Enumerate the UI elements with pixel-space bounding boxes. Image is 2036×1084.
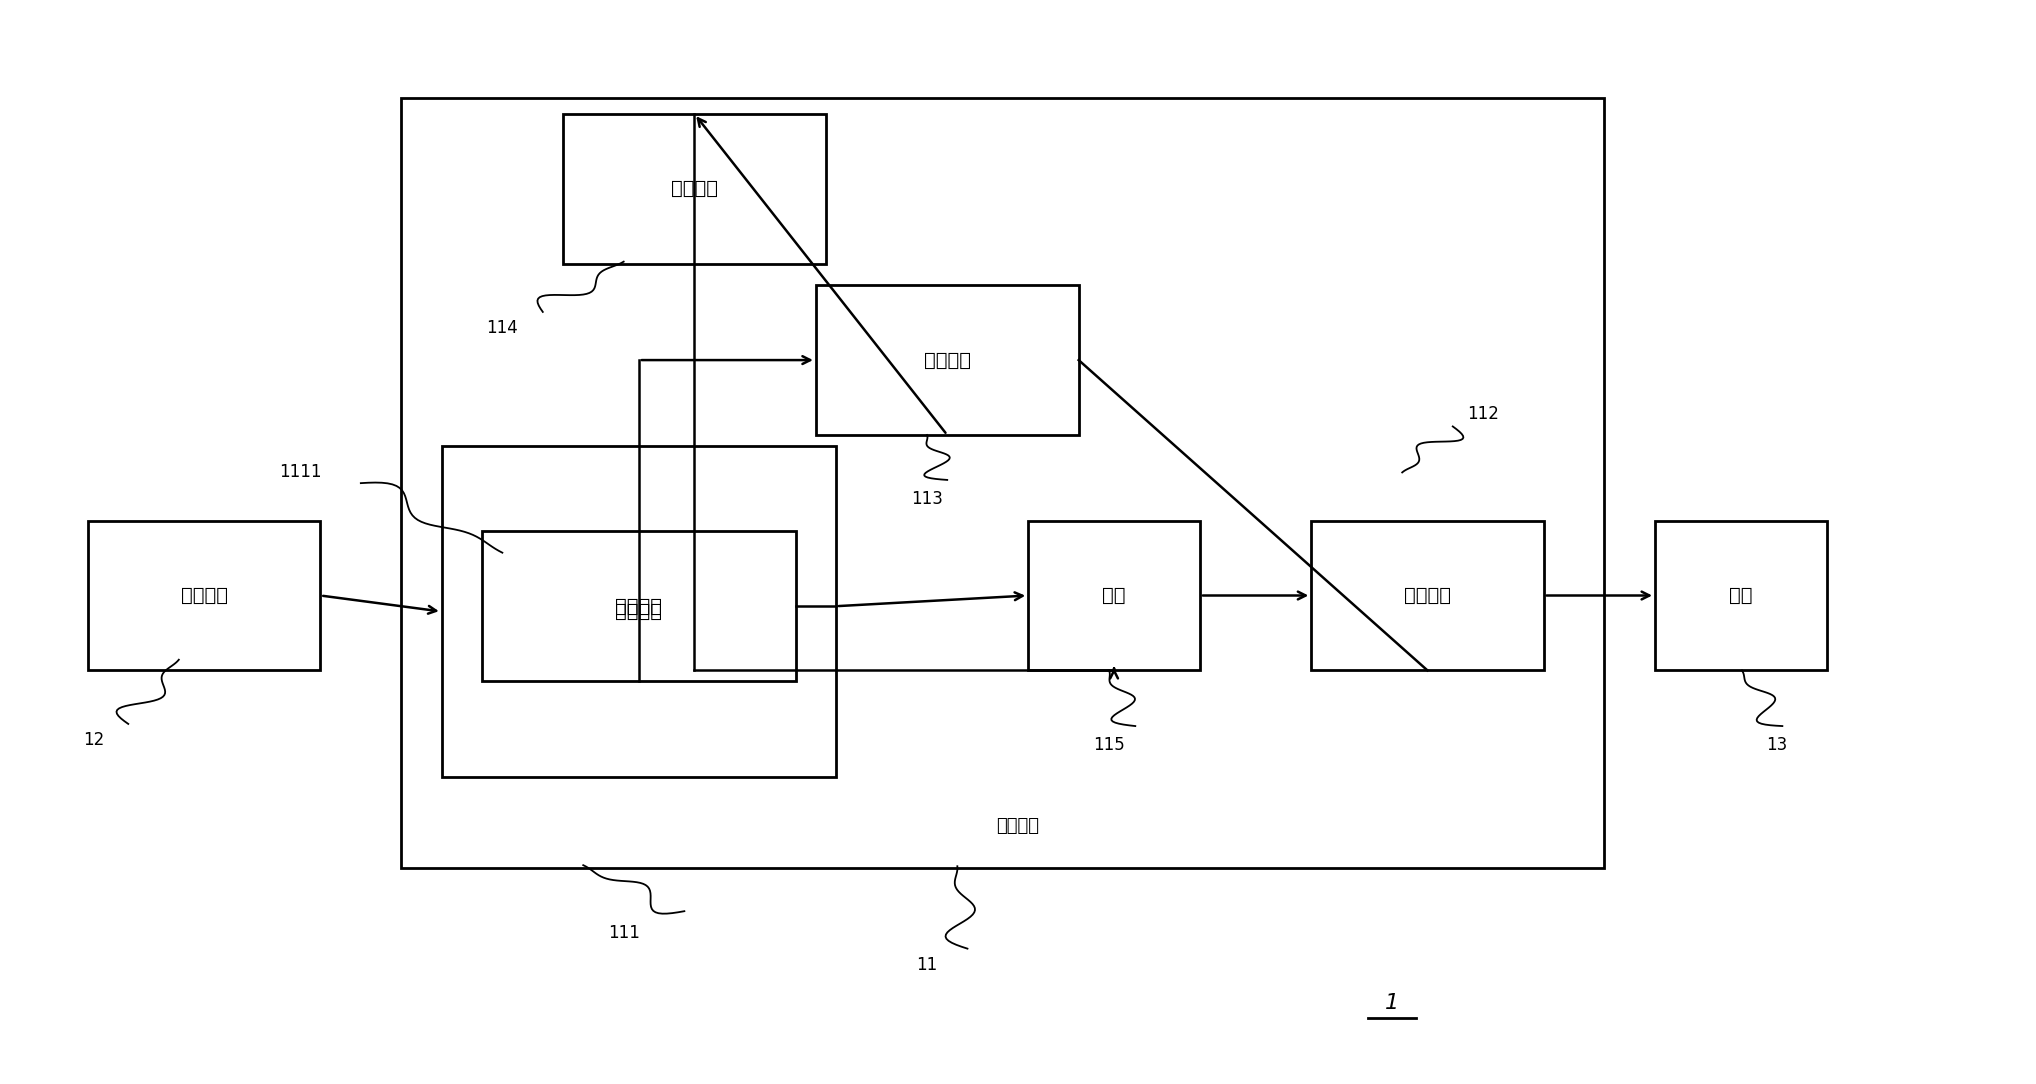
Bar	[88, 520, 320, 670]
Text: 115: 115	[1093, 736, 1124, 754]
Bar	[1028, 520, 1199, 670]
Text: 电子装置: 电子装置	[996, 816, 1040, 835]
Text: 12: 12	[83, 731, 104, 749]
Text: 感测组件: 感测组件	[924, 350, 971, 370]
Text: 114: 114	[487, 319, 519, 337]
Text: 112: 112	[1468, 404, 1498, 423]
Bar	[483, 531, 796, 681]
Text: 环境温度: 环境温度	[615, 596, 662, 616]
Text: 13: 13	[1765, 736, 1788, 754]
Text: 风扇: 风扇	[1101, 586, 1126, 605]
Text: 控制模块: 控制模块	[672, 179, 719, 198]
Text: 111: 111	[609, 924, 639, 942]
Text: 热量: 热量	[1729, 586, 1753, 605]
Bar	[401, 98, 1604, 868]
Text: 1: 1	[1384, 993, 1399, 1012]
Text: 入风口处: 入风口处	[615, 602, 662, 621]
Text: 1111: 1111	[279, 464, 322, 481]
Bar	[816, 285, 1079, 435]
Bar	[1311, 520, 1543, 670]
Text: 出风口处: 出风口处	[1405, 586, 1452, 605]
Text: 11: 11	[916, 956, 939, 973]
Bar	[1655, 520, 1826, 670]
Bar	[564, 114, 827, 263]
Bar	[442, 446, 837, 777]
Text: 外界空气: 外界空气	[181, 586, 228, 605]
Text: 113: 113	[910, 490, 943, 508]
